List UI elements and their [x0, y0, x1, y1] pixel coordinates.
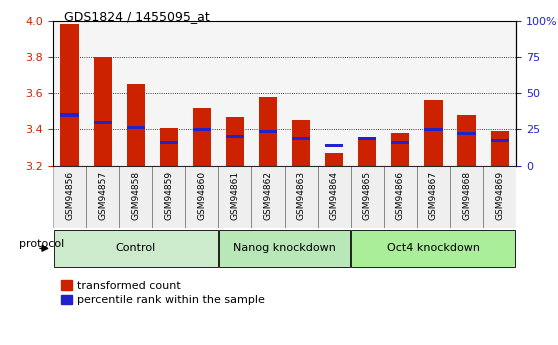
Text: protocol: protocol	[18, 239, 64, 249]
Text: GSM94859: GSM94859	[164, 170, 174, 220]
Bar	[358, 137, 377, 140]
Bar	[325, 153, 343, 166]
Bar	[391, 133, 410, 166]
Text: GSM94869: GSM94869	[495, 170, 504, 220]
Bar	[458, 115, 475, 166]
Text: GSM94866: GSM94866	[396, 170, 405, 220]
FancyBboxPatch shape	[53, 166, 86, 228]
Bar	[424, 100, 442, 166]
Bar	[483, 21, 516, 166]
Text: GSM94860: GSM94860	[198, 170, 206, 220]
Bar	[218, 21, 252, 166]
Bar	[417, 21, 450, 166]
Text: GSM94867: GSM94867	[429, 170, 438, 220]
Bar	[86, 21, 119, 166]
FancyBboxPatch shape	[417, 166, 450, 228]
Text: GSM94863: GSM94863	[297, 170, 306, 220]
Text: GSM94865: GSM94865	[363, 170, 372, 220]
Bar	[94, 121, 112, 124]
Bar	[226, 135, 244, 138]
Bar	[127, 84, 145, 166]
Bar	[450, 21, 483, 166]
FancyBboxPatch shape	[119, 166, 152, 228]
Bar	[292, 120, 310, 166]
FancyBboxPatch shape	[352, 230, 516, 267]
Text: GSM94861: GSM94861	[230, 170, 239, 220]
FancyBboxPatch shape	[218, 166, 252, 228]
Bar	[193, 108, 211, 166]
Text: Control: Control	[116, 243, 156, 253]
Bar	[351, 21, 384, 166]
Bar	[160, 128, 178, 166]
FancyBboxPatch shape	[185, 166, 218, 228]
Bar	[185, 21, 218, 166]
Bar	[94, 57, 112, 166]
Bar	[252, 21, 285, 166]
Bar	[490, 131, 509, 166]
Bar	[318, 21, 351, 166]
FancyBboxPatch shape	[384, 166, 417, 228]
Bar	[226, 117, 244, 166]
Bar	[391, 141, 410, 144]
Bar	[325, 144, 343, 148]
Bar	[60, 24, 79, 166]
FancyBboxPatch shape	[285, 166, 318, 228]
Text: GSM94856: GSM94856	[65, 170, 74, 220]
FancyBboxPatch shape	[86, 166, 119, 228]
Bar	[285, 21, 318, 166]
Bar	[53, 21, 86, 166]
FancyBboxPatch shape	[351, 166, 384, 228]
Text: Nanog knockdown: Nanog knockdown	[233, 243, 336, 253]
FancyBboxPatch shape	[219, 230, 350, 267]
Bar	[384, 21, 417, 166]
Bar	[60, 114, 79, 117]
Legend: transformed count, percentile rank within the sample: transformed count, percentile rank withi…	[59, 278, 267, 307]
FancyBboxPatch shape	[318, 166, 351, 228]
Text: GDS1824 / 1455095_at: GDS1824 / 1455095_at	[64, 10, 210, 23]
Text: Oct4 knockdown: Oct4 knockdown	[387, 243, 480, 253]
Text: GSM94862: GSM94862	[263, 170, 272, 219]
Bar	[160, 141, 178, 144]
Bar	[259, 97, 277, 166]
FancyBboxPatch shape	[54, 230, 218, 267]
Bar	[152, 21, 185, 166]
Text: GSM94858: GSM94858	[131, 170, 140, 220]
Bar	[490, 139, 509, 142]
FancyBboxPatch shape	[483, 166, 516, 228]
Text: GSM94864: GSM94864	[330, 170, 339, 219]
Text: GSM94857: GSM94857	[98, 170, 107, 220]
Bar	[358, 138, 377, 166]
Text: GSM94868: GSM94868	[462, 170, 471, 220]
FancyBboxPatch shape	[450, 166, 483, 228]
FancyBboxPatch shape	[152, 166, 185, 228]
Bar	[259, 130, 277, 133]
Bar	[424, 128, 442, 131]
Bar	[119, 21, 152, 166]
Bar	[458, 131, 475, 135]
Bar	[193, 128, 211, 131]
Bar	[292, 137, 310, 140]
FancyBboxPatch shape	[252, 166, 285, 228]
Bar	[127, 126, 145, 129]
